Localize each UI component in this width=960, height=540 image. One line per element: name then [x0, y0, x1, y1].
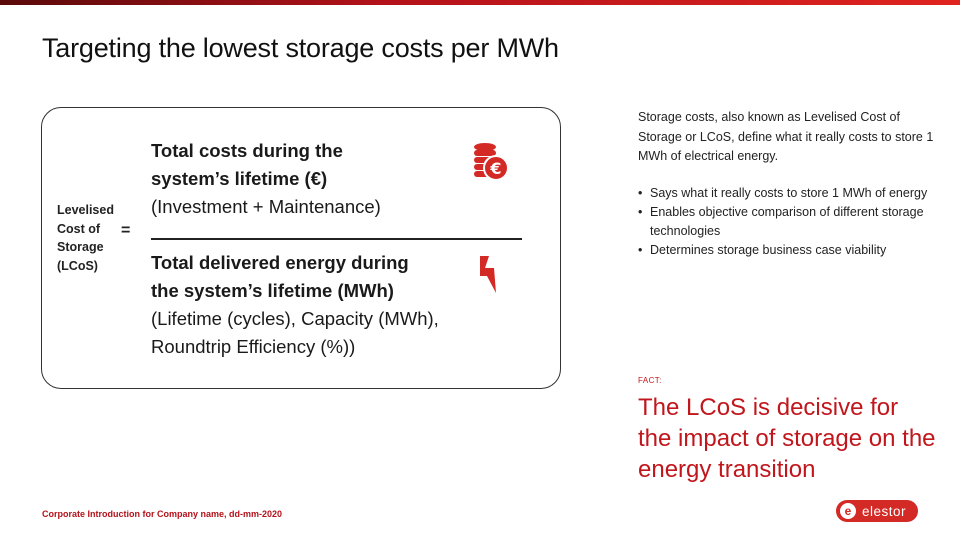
numerator-regular-line: (Investment + Maintenance)	[151, 196, 381, 217]
fraction-divider	[151, 238, 522, 240]
fact-statement: The LCoS is decisive for the impact of s…	[638, 394, 936, 483]
formula-numerator: Total costs during the system’s lifetime…	[151, 137, 381, 221]
top-accent-bar	[0, 0, 960, 5]
fact-label: FACT:	[638, 376, 662, 385]
description-paragraph: Storage costs, also known as Levelised C…	[638, 110, 934, 163]
logo-text: elestor	[862, 503, 907, 519]
equals-sign: =	[121, 222, 131, 239]
denominator-regular-line: (Lifetime (cycles), Capacity (MWh),	[151, 308, 439, 329]
benefits-list: Says what it really costs to store 1 MWh…	[638, 184, 938, 260]
numerator-bold-line: system’s lifetime (€)	[151, 168, 328, 189]
logo-mark-icon: e	[840, 503, 856, 519]
lcos-label-line: (LCoS)	[57, 258, 98, 273]
lcos-label: Levelised Cost of Storage (LCoS)	[57, 201, 114, 275]
denominator-bold-line: the system’s lifetime (MWh)	[151, 280, 394, 301]
svg-text:€: €	[489, 159, 501, 178]
denominator-bold-line: Total delivered energy during	[151, 252, 409, 273]
elestor-logo: e elestor	[836, 500, 918, 522]
formula-denominator: Total delivered energy during the system…	[151, 249, 439, 361]
slide-title: Targeting the lowest storage costs per M…	[42, 33, 559, 63]
denominator-regular-line: Roundtrip Efficiency (%))	[151, 336, 356, 357]
lcos-label-line: Storage	[57, 240, 104, 254]
list-item: Enables objective comparison of differen…	[638, 203, 938, 241]
euro-coins-icon: €	[474, 143, 509, 181]
lcos-label-line: Cost of	[57, 221, 101, 236]
lightning-bolt-icon	[480, 256, 496, 293]
slide-footer: Corporate Introduction for Company name,…	[42, 509, 283, 519]
description-text: Storage costs, also known as Levelised C…	[638, 108, 938, 167]
numerator-bold-line: Total costs during the	[151, 140, 343, 161]
lcos-label-line: Levelised	[57, 203, 114, 217]
list-item: Determines storage business case viabili…	[638, 241, 938, 260]
list-item: Says what it really costs to store 1 MWh…	[638, 184, 938, 203]
